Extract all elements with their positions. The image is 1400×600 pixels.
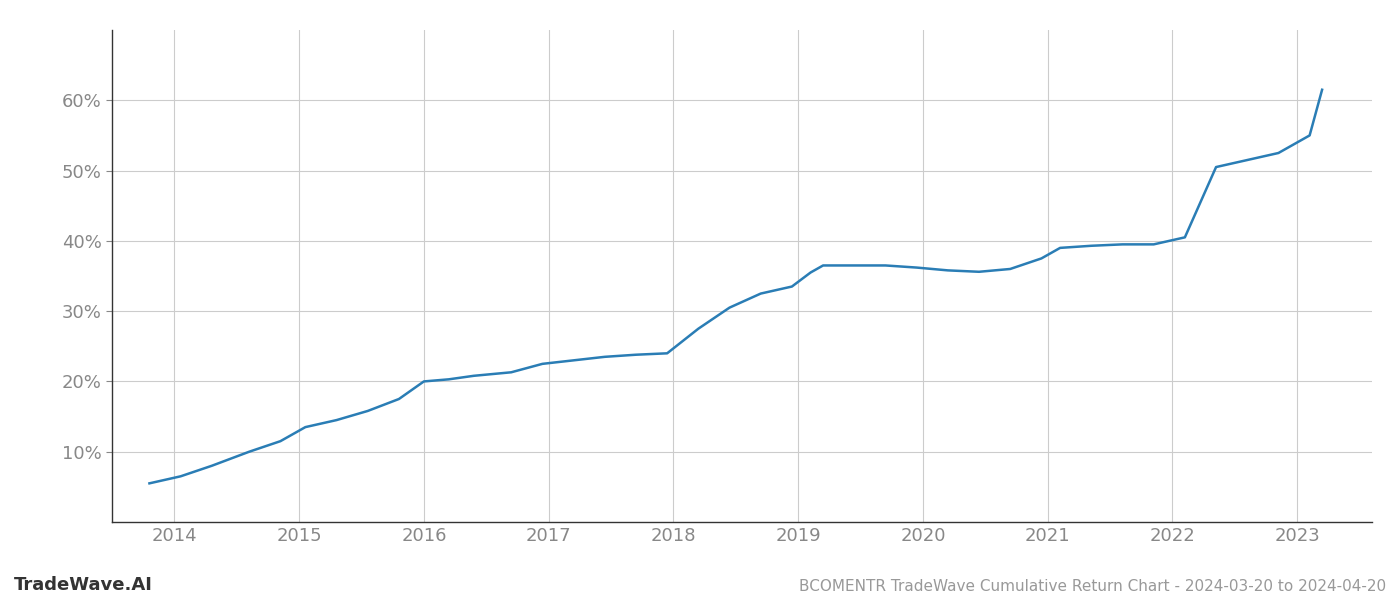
- Text: BCOMENTR TradeWave Cumulative Return Chart - 2024-03-20 to 2024-04-20: BCOMENTR TradeWave Cumulative Return Cha…: [799, 579, 1386, 594]
- Text: TradeWave.AI: TradeWave.AI: [14, 576, 153, 594]
